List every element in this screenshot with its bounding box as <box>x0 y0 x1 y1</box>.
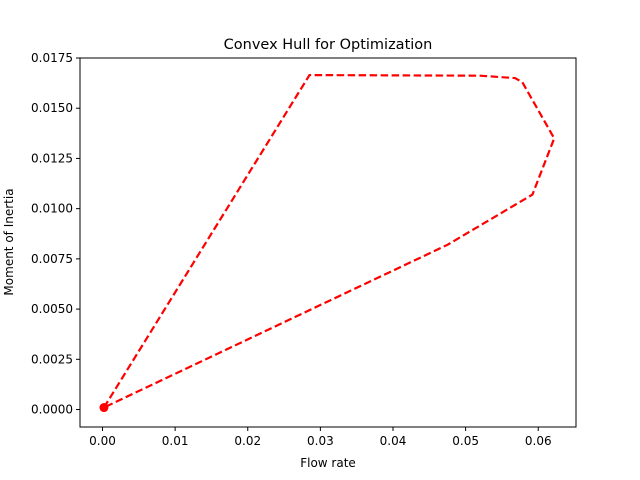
hull-series-line <box>103 73 556 409</box>
x-tick-label: 0.03 <box>307 434 334 448</box>
y-tick-label: 0.0000 <box>31 403 73 417</box>
plot-area <box>99 73 556 413</box>
x-axis: 0.00 0.01 0.02 0.03 0.04 0.05 0.06 <box>89 427 552 448</box>
y-tick-label: 0.0025 <box>31 352 73 366</box>
y-tick-label: 0.0050 <box>31 302 73 316</box>
x-tick-label: 0.06 <box>525 434 552 448</box>
y-tick-label: 0.0075 <box>31 252 73 266</box>
x-tick-label: 0.05 <box>452 434 479 448</box>
data-point <box>99 403 109 413</box>
y-tick-label: 0.0100 <box>31 202 73 216</box>
chart-title: Convex Hull for Optimization <box>224 37 433 53</box>
x-tick-label: 0.00 <box>89 434 116 448</box>
y-axis-label: Moment of Inertia <box>2 188 16 295</box>
y-tick-label: 0.0175 <box>31 51 73 65</box>
x-axis-label: Flow rate <box>300 456 356 470</box>
y-tick-label: 0.0150 <box>31 101 73 115</box>
x-tick-label: 0.01 <box>162 434 189 448</box>
x-tick-label: 0.04 <box>380 434 407 448</box>
axes-frame <box>79 57 577 428</box>
y-tick-label: 0.0125 <box>31 151 73 165</box>
y-axis: 0.0000 0.0025 0.0050 0.0075 0.0100 0.0125 0.01… <box>31 51 80 417</box>
x-tick-label: 0.02 <box>234 434 261 448</box>
